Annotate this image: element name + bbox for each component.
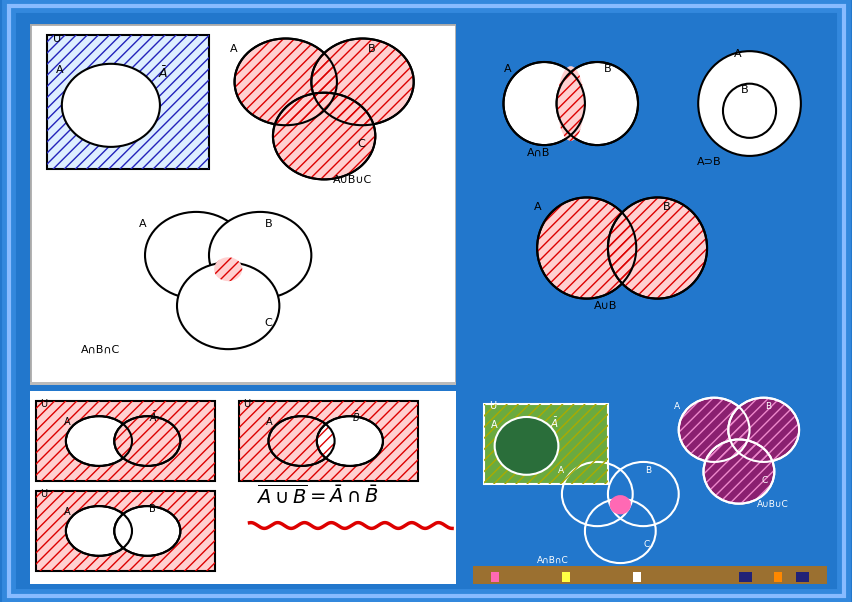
Text: C: C [642, 540, 649, 549]
Circle shape [66, 416, 132, 466]
Circle shape [503, 62, 584, 145]
Circle shape [703, 439, 774, 504]
Bar [47, 35, 209, 169]
Circle shape [556, 62, 637, 145]
Circle shape [234, 39, 337, 125]
Text: $\bar{A}$: $\bar{A}$ [549, 416, 558, 430]
Circle shape [214, 257, 242, 281]
Text: U: U [41, 399, 48, 409]
Bar [166, 386, 192, 400]
Circle shape [607, 197, 706, 299]
Bar [47, 35, 209, 169]
Bar [795, 573, 808, 582]
Text: A: A [64, 417, 71, 427]
Bar [632, 573, 640, 582]
Text: A: A [672, 402, 679, 411]
Circle shape [66, 506, 132, 556]
Circle shape [537, 197, 636, 299]
Text: C: C [357, 139, 365, 149]
Circle shape [145, 212, 247, 299]
Text: A: A [733, 49, 740, 58]
Text: $\overline{A \cup B} = \bar{A} \cap \bar{B}$: $\overline{A \cup B} = \bar{A} \cap \bar… [256, 484, 378, 507]
Bar [96, 386, 122, 400]
Text: C: C [264, 318, 272, 327]
Text: B: B [367, 43, 375, 54]
Circle shape [268, 416, 334, 466]
Text: B: B [662, 202, 670, 212]
Text: U: U [243, 399, 250, 409]
Circle shape [698, 51, 800, 156]
Text: A∪B∪C: A∪B∪C [756, 500, 787, 509]
Text: A: A [55, 65, 63, 75]
Text: A∪B: A∪B [593, 302, 617, 311]
Bar [561, 573, 569, 582]
Bar [36, 491, 215, 571]
Bar [64, 386, 89, 400]
Text: A: A [266, 417, 273, 427]
Bar [379, 386, 426, 400]
Text: A⊃B: A⊃B [695, 157, 720, 167]
Text: B: B [265, 219, 273, 229]
Circle shape [494, 417, 558, 475]
Bar [483, 404, 607, 485]
Bar [301, 386, 325, 400]
Bar [483, 404, 607, 485]
Text: B: B [149, 504, 156, 514]
Text: A: A [558, 466, 564, 475]
Bar [738, 573, 751, 582]
Circle shape [609, 495, 630, 514]
Circle shape [62, 64, 160, 147]
Text: A∩B∩C: A∩B∩C [537, 556, 568, 565]
Bar [774, 573, 781, 582]
Bar [239, 401, 417, 481]
Text: A∪B∪C: A∪B∪C [332, 175, 371, 185]
Bar [239, 401, 417, 481]
Circle shape [209, 212, 311, 299]
Circle shape [728, 398, 798, 462]
Circle shape [722, 84, 775, 138]
Bar [198, 386, 223, 400]
Ellipse shape [557, 66, 584, 141]
Text: C: C [761, 476, 768, 485]
Text: A: A [139, 219, 146, 229]
Text: U: U [489, 401, 496, 411]
Text: $\bar{B}$: $\bar{B}$ [351, 411, 360, 424]
Bar [491, 573, 498, 582]
Circle shape [273, 93, 375, 179]
Text: U: U [54, 34, 61, 44]
Text: $\bar{A}$: $\bar{A}$ [149, 411, 158, 424]
Circle shape [114, 506, 180, 556]
Text: B: B [644, 466, 650, 475]
Text: B: B [740, 85, 747, 95]
Bar [36, 401, 215, 481]
Text: U: U [41, 489, 48, 498]
Circle shape [177, 262, 279, 349]
Text: A∩B∩C: A∩B∩C [81, 345, 120, 355]
Text: A: A [491, 420, 498, 430]
Circle shape [114, 416, 180, 466]
Text: $\bar{A}$: $\bar{A}$ [158, 66, 168, 81]
Bar [473, 566, 826, 584]
Circle shape [311, 39, 413, 125]
Circle shape [316, 416, 383, 466]
Text: A∩B: A∩B [526, 148, 550, 158]
Text: A: A [533, 202, 540, 212]
Bar [36, 491, 215, 571]
Bar [36, 401, 215, 481]
Text: A: A [503, 64, 510, 75]
Text: B: B [764, 402, 771, 411]
Bar [268, 386, 294, 400]
Text: A: A [230, 43, 238, 54]
Circle shape [678, 398, 749, 462]
Text: A: A [64, 507, 71, 517]
Text: B: B [602, 64, 610, 75]
Bar [30, 382, 456, 403]
